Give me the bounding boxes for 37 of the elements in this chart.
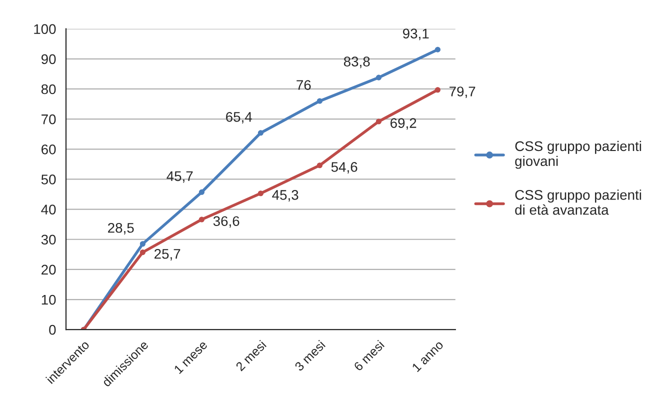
y-tick-label: 50 — [41, 174, 56, 184]
point — [434, 46, 440, 52]
y-tick-label: 40 — [41, 204, 56, 214]
data-label: 65,4 — [226, 112, 252, 124]
y-tick-label: 10 — [42, 294, 56, 305]
point — [258, 190, 264, 196]
point — [198, 216, 204, 222]
data-label: 45,3 — [272, 190, 298, 202]
point — [376, 74, 382, 80]
point — [316, 98, 322, 104]
data-label: 25,7 — [154, 248, 180, 260]
y-tick-label: 80 — [41, 84, 56, 94]
y-tick-label: 0 — [49, 324, 56, 335]
data-label: 93,1 — [402, 28, 429, 40]
y-tick-label: 90 — [41, 54, 56, 64]
data-label: 54,6 — [331, 162, 358, 174]
y-tick-label: 20 — [42, 264, 56, 275]
point — [376, 118, 382, 124]
y-tick-label: 60 — [42, 144, 56, 154]
point — [316, 162, 322, 168]
data-label: 28,5 — [108, 222, 134, 234]
data-label: 36,6 — [213, 216, 240, 228]
y-tick-label: 100 — [34, 24, 56, 34]
point — [198, 189, 204, 195]
point — [140, 241, 146, 247]
point — [434, 87, 440, 93]
y-tick-label: 30 — [41, 234, 56, 245]
data-label: 76 — [296, 80, 311, 90]
legend-label: CSS gruppo pazienti di età avanzata — [515, 190, 642, 215]
data-label: 69,2 — [390, 118, 416, 130]
data-label: 83,8 — [344, 56, 370, 68]
point — [140, 250, 146, 256]
data-label: 45,7 — [166, 171, 193, 183]
legend-label: CSS gruppo pazienti giovani — [515, 140, 642, 169]
point — [258, 130, 264, 136]
y-tick-label: 70 — [42, 114, 56, 124]
data-label: 79,7 — [450, 86, 476, 98]
